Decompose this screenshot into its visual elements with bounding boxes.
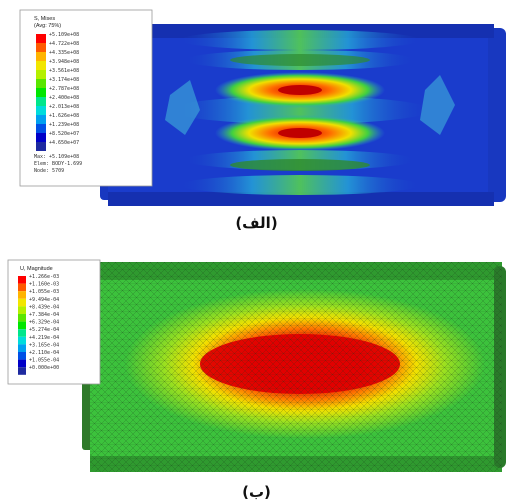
figure-b-displacement-contour: U, Magnitude +1.266e-03 +1.160e-03 +1.055e… <box>0 252 513 484</box>
legend-swatch <box>36 79 46 88</box>
legend-swatch <box>18 291 26 299</box>
legend-swatch <box>36 115 46 124</box>
legend-a-subtitle: (Avg: 75%) <box>34 23 61 29</box>
legend-value: +1.055e-03 <box>29 289 59 295</box>
legend-value: +4.650e+07 <box>49 140 79 146</box>
legend-b-values: +1.266e-03 +1.160e-03+1.055e-03 +9.494e-04… <box>29 274 59 371</box>
legend-b-swatches <box>18 276 26 375</box>
legend-value: +7.384e-04 <box>29 312 59 318</box>
legend-value: +2.110e-04 <box>29 350 59 356</box>
legend-swatch <box>36 142 46 151</box>
legend-value: +2.787e+08 <box>49 86 79 92</box>
legend-value: +1.626e+08 <box>49 113 79 119</box>
legend-value: +3.174e+08 <box>49 77 79 83</box>
legend-swatch <box>18 359 26 368</box>
legend-value: +5.274e-04 <box>29 327 59 333</box>
legend-a-swatches <box>36 34 46 151</box>
legend-swatch <box>36 133 46 142</box>
legend-swatch <box>18 321 26 330</box>
legend-swatch <box>36 61 46 70</box>
legend-swatch <box>18 283 26 292</box>
legend-swatch <box>18 276 26 284</box>
legend-swatch <box>18 298 26 307</box>
legend-value: +1.160e-03 <box>29 282 59 288</box>
legend-value: +2.400e+08 <box>49 95 79 101</box>
legend-value: +3.165e-04 <box>29 342 59 348</box>
legend-swatch <box>18 306 26 314</box>
legend-value: +8.439e-04 <box>29 304 59 310</box>
legend-value: +0.000e+00 <box>29 365 59 371</box>
legend-swatch <box>18 367 26 375</box>
legend-a-footer-elem: Elem: BODY-1.699 <box>34 161 82 167</box>
legend-a-title: S, Mises <box>34 16 55 22</box>
legend-value: +4.722e+08 <box>49 41 79 47</box>
cylinder-body-b <box>82 262 506 472</box>
legend-swatch <box>18 314 26 322</box>
legend-a-footer-max: Max: +5.109e+08 <box>34 154 79 160</box>
legend-value: +1.239e+08 <box>49 122 79 128</box>
legend-b: U, Magnitude +1.266e-03+1.160e-03+1.055e… <box>7 259 101 385</box>
legend-a-values: +5.109e+08 +4.722e+08 +4.335e+08 +3.948e+08… <box>49 32 79 146</box>
legend-value: +1.266e-03 <box>29 274 59 280</box>
figure-a-stress-contour: S, Mises (Avg: 75%) +5.109e+08 +4.722e+08… <box>0 0 513 212</box>
legend-swatch <box>18 329 26 337</box>
figure-a-svg: S, Mises (Avg: 75%) +5.109e+08 +4.722e+08… <box>19 9 506 206</box>
legend-swatch <box>18 344 26 352</box>
stress-contour-bands <box>165 30 455 195</box>
legend-swatch <box>18 352 26 360</box>
caption-b: (ب) <box>242 483 271 501</box>
legend-b-title: U, Magnitude <box>20 266 53 272</box>
legend-swatch <box>36 52 46 61</box>
legend-value: +6.329e-04 <box>29 320 59 326</box>
caption-a: (الف) <box>235 214 278 232</box>
legend-swatch <box>36 43 46 52</box>
legend-value: +9.494e-04 <box>29 297 59 303</box>
legend-swatch <box>18 336 26 345</box>
legend-swatch <box>36 70 46 79</box>
legend-value: +1.055e-04 <box>29 358 59 364</box>
legend-a-footer-node: Node: 5709 <box>34 168 64 174</box>
legend-swatch <box>36 97 46 106</box>
legend-swatch <box>36 106 46 115</box>
legend-value: +4.219e-04 <box>29 335 59 341</box>
legend-value: +3.561e+08 <box>49 68 79 74</box>
figure-b-svg: U, Magnitude +1.266e-03+1.160e-03+1.055e… <box>7 259 506 472</box>
legend-swatch <box>36 124 46 133</box>
legend-value: +3.948e+08 <box>49 59 79 65</box>
legend-value: +2.013e+08 <box>49 104 79 110</box>
legend-value: +8.520e+07 <box>49 131 79 137</box>
legend-value: +5.109e+08 <box>49 32 79 38</box>
legend-swatch <box>36 34 46 43</box>
legend-value: +4.335e+08 <box>49 50 79 56</box>
legend-a: S, Mises (Avg: 75%) +5.109e+08 +4.722e+08… <box>19 9 153 187</box>
legend-swatch <box>36 88 46 97</box>
